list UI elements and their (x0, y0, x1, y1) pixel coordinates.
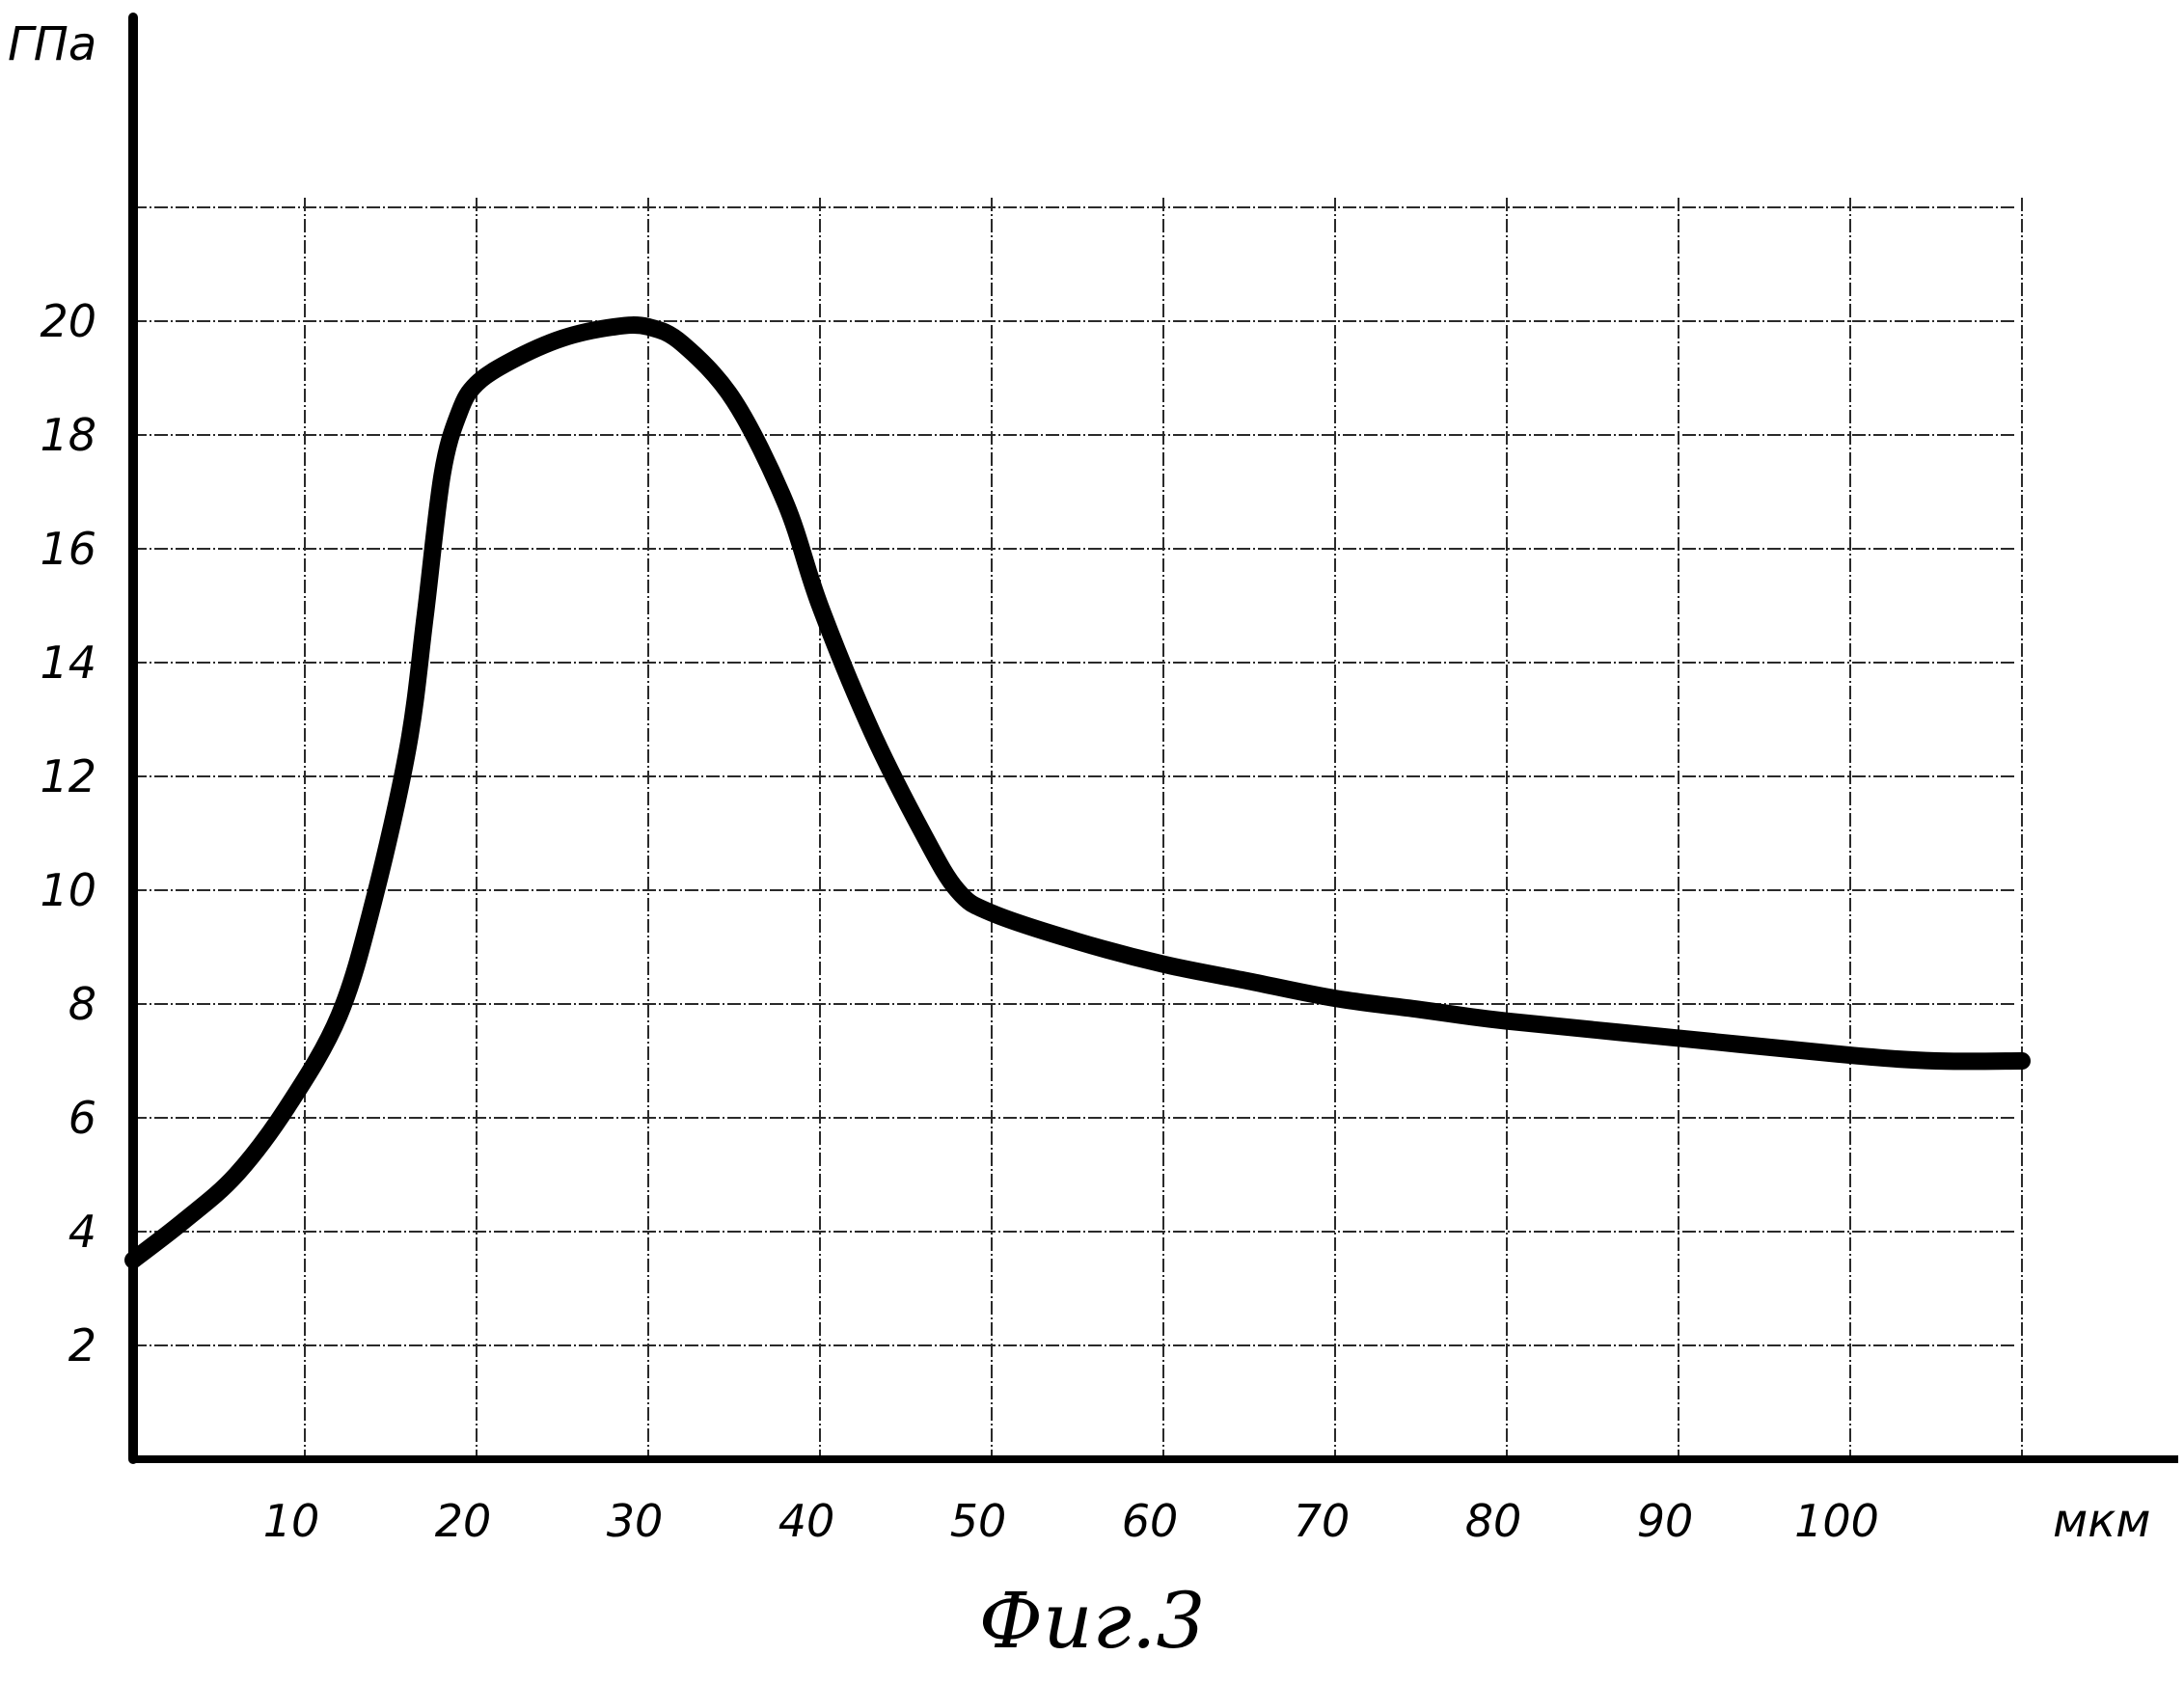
x-tick-label: 70 (1294, 1495, 1351, 1547)
grid (133, 198, 2022, 1459)
x-tick-label: 30 (607, 1495, 664, 1547)
x-tick-label: 80 (1465, 1495, 1522, 1547)
y-axis-unit-label: ГПа (8, 17, 96, 71)
y-tick-label: 2 (68, 1319, 96, 1371)
x-tick-label: 40 (778, 1495, 835, 1547)
x-tick-label: 100 (1794, 1495, 1879, 1547)
y-tick-label: 14 (40, 637, 96, 689)
y-tick-label: 18 (40, 409, 96, 461)
x-tick-label: 60 (1122, 1495, 1179, 1547)
y-tick-label: 10 (40, 864, 96, 916)
y-tick-label: 16 (40, 523, 96, 575)
y-tick-label: 4 (68, 1206, 96, 1258)
data-series-line (133, 325, 2022, 1260)
x-tick-label: 10 (263, 1495, 320, 1547)
x-tick-label: 90 (1637, 1495, 1694, 1547)
figure-caption: Фиг.3 (979, 1576, 1206, 1666)
y-tick-label: 8 (68, 978, 96, 1030)
x-axis-unit-label: мкм (2053, 1494, 2150, 1548)
y-tick-label: 6 (68, 1092, 96, 1144)
y-tick-label: 20 (40, 295, 96, 347)
x-tick-label: 20 (435, 1495, 492, 1547)
x-tick-labels: 10 20 30 40 50 60 70 80 90 100 (263, 1495, 1879, 1547)
y-tick-label: 12 (40, 750, 96, 802)
y-tick-labels: 2 4 6 8 10 12 14 16 18 20 (40, 295, 96, 1371)
x-tick-label: 50 (950, 1495, 1007, 1547)
